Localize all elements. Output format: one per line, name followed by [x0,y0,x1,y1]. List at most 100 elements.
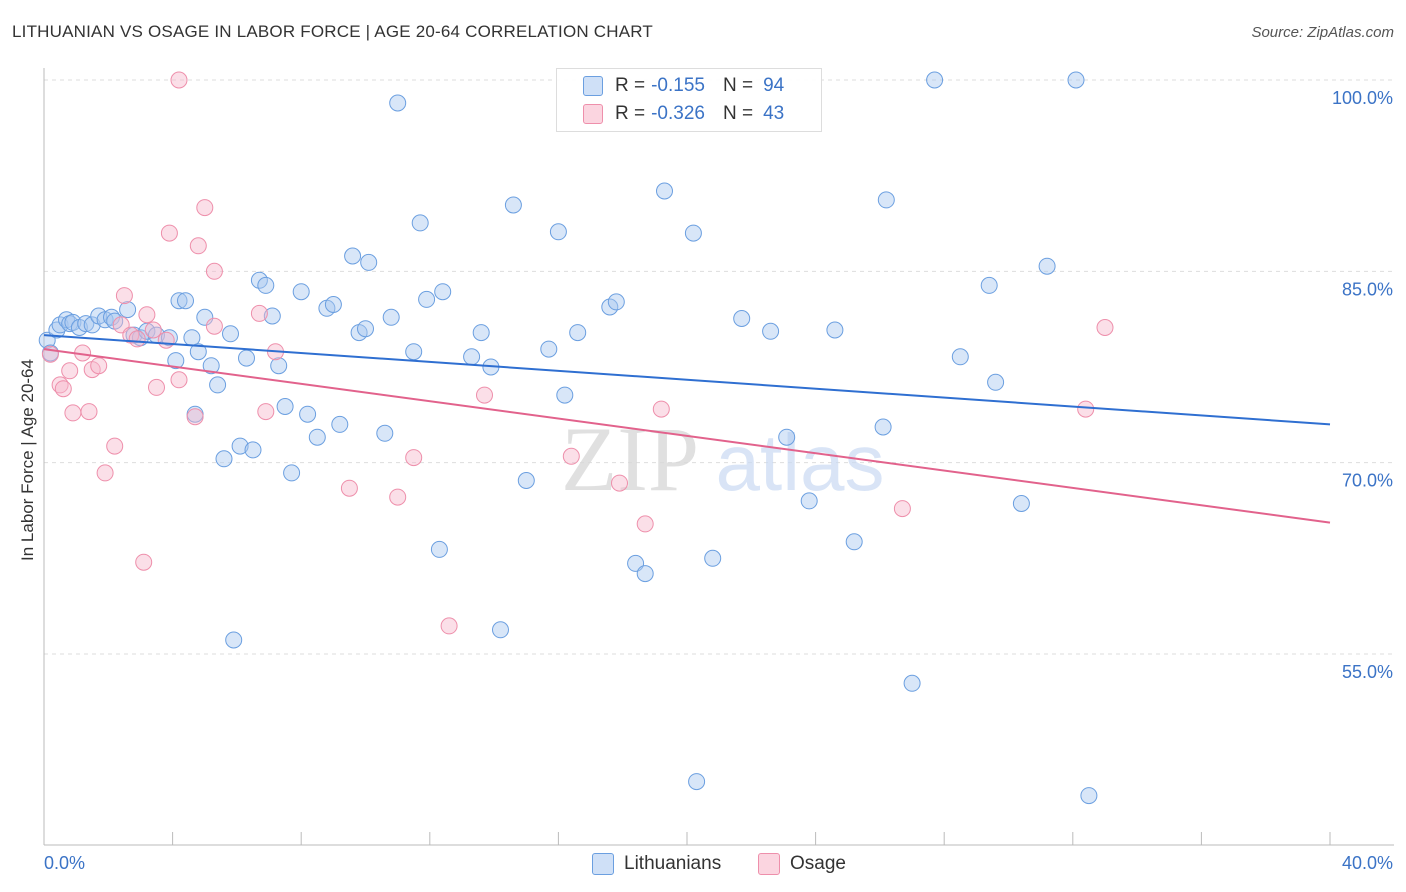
point-osage [170,371,188,389]
point-lithuanians [762,322,780,340]
point-lithuanians [405,343,423,361]
point-osage [440,617,458,635]
point-osage [135,553,153,571]
point-lithuanians [418,290,436,308]
point-osage [1077,400,1095,418]
point-osage [1096,319,1114,336]
point-lithuanians [1012,495,1030,512]
point-lithuanians [376,424,394,442]
point-lithuanians [903,674,921,692]
stats-legend: R = -0.155 N = 94 R = -0.326 N = 43 [556,68,822,132]
point-lithuanians [270,357,288,375]
y-tick-label: 55.0% [1342,662,1393,682]
point-osage [61,362,79,380]
gridlines [44,79,1394,655]
legend-n-value: 94 [763,75,785,96]
point-osage [170,71,188,89]
point-lithuanians [607,293,625,311]
point-lithuanians [83,316,101,334]
point-lithuanians [283,464,301,482]
point-lithuanians [357,320,374,338]
point-lithuanians [430,540,448,558]
point-lithuanians [569,324,587,342]
point-lithuanians [463,348,481,366]
trend-layer [43,334,1331,524]
point-lithuanians [517,472,535,489]
point-lithuanians [411,214,429,232]
point-lithuanians [987,373,1005,391]
point-osage [64,404,82,422]
point-osage [893,500,911,518]
point-osage [90,357,108,375]
point-lithuanians [167,352,185,370]
point-lithuanians [238,349,255,367]
point-lithuanians [292,283,310,301]
point-lithuanians [656,182,673,200]
legend-row-osage: R = -0.326 N = 43 [583,102,784,126]
point-lithuanians [472,324,490,342]
point-lithuanians [344,247,362,265]
point-osage [562,447,580,465]
legend-r-label: R = [615,75,646,96]
trendline-lithuanians [43,334,1331,426]
trendline-osage [43,348,1331,524]
point-lithuanians [636,565,654,583]
point-lithuanians [845,533,863,551]
bottom-legend-lithuanians: Lithuanians [592,852,721,876]
bottom-legend-label-osage: Osage [790,853,846,874]
point-osage [115,287,133,305]
point-lithuanians [202,357,220,375]
legend-n-label: N = [722,75,754,96]
y-tick-label: 100.0% [1332,88,1393,108]
point-lithuanians [170,292,188,310]
point-lithuanians [119,301,137,319]
point-lithuanians [209,376,227,394]
point-lithuanians [874,418,892,436]
tick-labels: 100.0% 85.0% 70.0% 55.0% 0.0% 40.0% [44,88,1393,873]
point-lithuanians [77,315,95,333]
point-osage [96,464,114,482]
point-lithuanians [733,310,751,327]
bottom-legend-swatch-osage [758,853,780,875]
point-lithuanians [196,308,214,326]
point-lithuanians [382,308,400,326]
point-lithuanians [299,405,317,423]
bottom-legend-osage: Osage [758,852,846,876]
point-lithuanians [257,276,275,294]
watermark-zip: ZIP [561,408,699,510]
point-osage [54,380,72,398]
point-osage [80,403,98,421]
axes [43,68,1394,846]
point-lithuanians [951,348,969,366]
point-osage [340,479,358,497]
point-osage [636,515,654,533]
point-lithuanians [540,340,558,358]
point-lithuanians [1080,787,1098,805]
legend-n-value: 43 [763,103,785,124]
point-osage [128,330,146,348]
point-lithuanians [225,631,243,649]
point-lithuanians [360,253,378,271]
point-lithuanians [324,296,342,313]
point-lithuanians [160,329,178,347]
point-lithuanians [926,71,944,89]
point-lithuanians [177,292,194,310]
point-osage [160,224,178,242]
point-osage [205,317,223,335]
legend-n-label: N = [722,103,754,124]
legend-swatch-osage [583,104,603,124]
point-lithuanians [222,325,239,343]
point-osage [144,321,162,339]
legend-swatch-lithuanians [583,76,603,96]
chart-title: LITHUANIAN VS OSAGE IN LABOR FORCE | AGE… [12,22,654,41]
point-lithuanians [688,773,706,791]
y-tick-label: 70.0% [1342,471,1393,491]
y-tick-label: 85.0% [1342,279,1393,299]
point-lithuanians [308,428,326,446]
point-lithuanians [331,415,349,433]
point-lithuanians [189,343,207,361]
watermark: ZIP atlas [561,408,884,510]
bottom-legend-swatch-lithuanians [592,853,614,875]
point-osage [148,378,165,396]
